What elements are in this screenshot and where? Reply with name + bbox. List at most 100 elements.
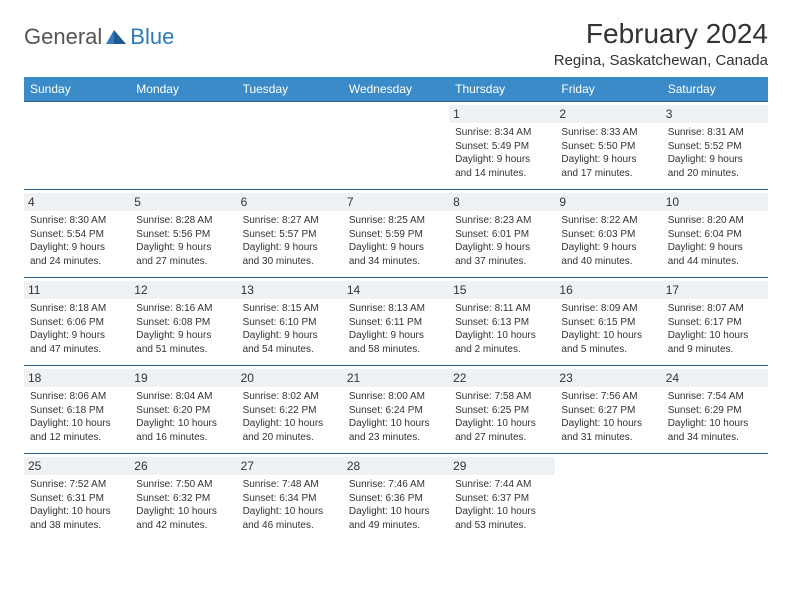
daylight-text: Daylight: 10 hours and 27 minutes.: [455, 417, 549, 444]
day-info: Sunrise: 8:28 AMSunset: 5:56 PMDaylight:…: [136, 214, 230, 268]
day-cell: 8Sunrise: 8:23 AMSunset: 6:01 PMDaylight…: [449, 190, 555, 278]
day-cell: 28Sunrise: 7:46 AMSunset: 6:36 PMDayligh…: [343, 454, 449, 542]
sunset-text: Sunset: 6:06 PM: [30, 316, 124, 330]
sunrise-text: Sunrise: 7:52 AM: [30, 478, 124, 492]
dayname-wednesday: Wednesday: [343, 77, 449, 102]
daylight-text: Daylight: 10 hours and 9 minutes.: [668, 329, 762, 356]
sunset-text: Sunset: 5:52 PM: [668, 140, 762, 154]
sunset-text: Sunset: 6:15 PM: [561, 316, 655, 330]
sunrise-text: Sunrise: 8:25 AM: [349, 214, 443, 228]
month-title: February 2024: [554, 18, 768, 50]
sunrise-text: Sunrise: 8:04 AM: [136, 390, 230, 404]
day-number: 19: [130, 369, 236, 387]
sunrise-text: Sunrise: 7:58 AM: [455, 390, 549, 404]
day-cell: 12Sunrise: 8:16 AMSunset: 6:08 PMDayligh…: [130, 278, 236, 366]
sunset-text: Sunset: 6:22 PM: [243, 404, 337, 418]
daylight-text: Daylight: 9 hours and 44 minutes.: [668, 241, 762, 268]
sunset-text: Sunset: 6:31 PM: [30, 492, 124, 506]
dayname-thursday: Thursday: [449, 77, 555, 102]
daylight-text: Daylight: 9 hours and 20 minutes.: [668, 153, 762, 180]
day-cell: 15Sunrise: 8:11 AMSunset: 6:13 PMDayligh…: [449, 278, 555, 366]
day-cell: 19Sunrise: 8:04 AMSunset: 6:20 PMDayligh…: [130, 366, 236, 454]
day-cell: 2Sunrise: 8:33 AMSunset: 5:50 PMDaylight…: [555, 102, 661, 190]
sunset-text: Sunset: 6:03 PM: [561, 228, 655, 242]
day-number: 10: [662, 193, 768, 211]
sunrise-text: Sunrise: 7:46 AM: [349, 478, 443, 492]
day-cell: 10Sunrise: 8:20 AMSunset: 6:04 PMDayligh…: [662, 190, 768, 278]
sunrise-text: Sunrise: 7:54 AM: [668, 390, 762, 404]
day-info: Sunrise: 8:30 AMSunset: 5:54 PMDaylight:…: [30, 214, 124, 268]
week-row: 11Sunrise: 8:18 AMSunset: 6:06 PMDayligh…: [24, 278, 768, 366]
day-number: 6: [237, 193, 343, 211]
location-text: Regina, Saskatchewan, Canada: [554, 52, 768, 69]
dayname-row: Sunday Monday Tuesday Wednesday Thursday…: [24, 77, 768, 102]
day-cell: 24Sunrise: 7:54 AMSunset: 6:29 PMDayligh…: [662, 366, 768, 454]
day-number: 22: [449, 369, 555, 387]
sunset-text: Sunset: 5:50 PM: [561, 140, 655, 154]
day-cell: 21Sunrise: 8:00 AMSunset: 6:24 PMDayligh…: [343, 366, 449, 454]
sunset-text: Sunset: 6:36 PM: [349, 492, 443, 506]
daylight-text: Daylight: 9 hours and 17 minutes.: [561, 153, 655, 180]
day-cell: [237, 102, 343, 190]
day-info: Sunrise: 8:23 AMSunset: 6:01 PMDaylight:…: [455, 214, 549, 268]
sunrise-text: Sunrise: 8:27 AM: [243, 214, 337, 228]
dayname-monday: Monday: [130, 77, 236, 102]
day-cell: 20Sunrise: 8:02 AMSunset: 6:22 PMDayligh…: [237, 366, 343, 454]
sunrise-text: Sunrise: 8:00 AM: [349, 390, 443, 404]
calendar-table: Sunday Monday Tuesday Wednesday Thursday…: [24, 77, 768, 541]
daylight-text: Daylight: 9 hours and 54 minutes.: [243, 329, 337, 356]
sunrise-text: Sunrise: 8:30 AM: [30, 214, 124, 228]
sunrise-text: Sunrise: 8:31 AM: [668, 126, 762, 140]
sunset-text: Sunset: 6:24 PM: [349, 404, 443, 418]
sunrise-text: Sunrise: 8:18 AM: [30, 302, 124, 316]
daylight-text: Daylight: 10 hours and 49 minutes.: [349, 505, 443, 532]
sunset-text: Sunset: 6:20 PM: [136, 404, 230, 418]
sunset-text: Sunset: 6:01 PM: [455, 228, 549, 242]
sunrise-text: Sunrise: 7:48 AM: [243, 478, 337, 492]
day-number: 2: [555, 105, 661, 123]
sunrise-text: Sunrise: 8:07 AM: [668, 302, 762, 316]
daylight-text: Daylight: 10 hours and 34 minutes.: [668, 417, 762, 444]
day-info: Sunrise: 8:18 AMSunset: 6:06 PMDaylight:…: [30, 302, 124, 356]
day-cell: [343, 102, 449, 190]
day-number: 29: [449, 457, 555, 475]
sunrise-text: Sunrise: 7:44 AM: [455, 478, 549, 492]
sunrise-text: Sunrise: 8:28 AM: [136, 214, 230, 228]
day-cell: 1Sunrise: 8:34 AMSunset: 5:49 PMDaylight…: [449, 102, 555, 190]
sunset-text: Sunset: 5:57 PM: [243, 228, 337, 242]
day-info: Sunrise: 8:22 AMSunset: 6:03 PMDaylight:…: [561, 214, 655, 268]
day-cell: 29Sunrise: 7:44 AMSunset: 6:37 PMDayligh…: [449, 454, 555, 542]
title-block: February 2024 Regina, Saskatchewan, Cana…: [554, 18, 768, 69]
week-row: 4Sunrise: 8:30 AMSunset: 5:54 PMDaylight…: [24, 190, 768, 278]
daylight-text: Daylight: 9 hours and 37 minutes.: [455, 241, 549, 268]
sunset-text: Sunset: 6:10 PM: [243, 316, 337, 330]
day-number: 20: [237, 369, 343, 387]
day-info: Sunrise: 8:16 AMSunset: 6:08 PMDaylight:…: [136, 302, 230, 356]
day-cell: 14Sunrise: 8:13 AMSunset: 6:11 PMDayligh…: [343, 278, 449, 366]
day-info: Sunrise: 7:46 AMSunset: 6:36 PMDaylight:…: [349, 478, 443, 532]
day-info: Sunrise: 8:34 AMSunset: 5:49 PMDaylight:…: [455, 126, 549, 180]
day-number: 18: [24, 369, 130, 387]
dayname-saturday: Saturday: [662, 77, 768, 102]
day-info: Sunrise: 8:25 AMSunset: 5:59 PMDaylight:…: [349, 214, 443, 268]
daylight-text: Daylight: 10 hours and 42 minutes.: [136, 505, 230, 532]
sunrise-text: Sunrise: 8:16 AM: [136, 302, 230, 316]
day-number: 11: [24, 281, 130, 299]
sunrise-text: Sunrise: 8:09 AM: [561, 302, 655, 316]
day-info: Sunrise: 7:54 AMSunset: 6:29 PMDaylight:…: [668, 390, 762, 444]
day-cell: 22Sunrise: 7:58 AMSunset: 6:25 PMDayligh…: [449, 366, 555, 454]
day-info: Sunrise: 8:27 AMSunset: 5:57 PMDaylight:…: [243, 214, 337, 268]
day-number: 26: [130, 457, 236, 475]
daylight-text: Daylight: 9 hours and 24 minutes.: [30, 241, 124, 268]
day-info: Sunrise: 7:50 AMSunset: 6:32 PMDaylight:…: [136, 478, 230, 532]
sunrise-text: Sunrise: 8:23 AM: [455, 214, 549, 228]
day-cell: 26 Sunrise: 7:50 AMSunset: 6:32 PMDayligh…: [130, 454, 236, 542]
daylight-text: Daylight: 10 hours and 46 minutes.: [243, 505, 337, 532]
day-cell: 17Sunrise: 8:07 AMSunset: 6:17 PMDayligh…: [662, 278, 768, 366]
sunrise-text: Sunrise: 8:22 AM: [561, 214, 655, 228]
sunset-text: Sunset: 6:13 PM: [455, 316, 549, 330]
sunset-text: Sunset: 5:56 PM: [136, 228, 230, 242]
day-number: 27: [237, 457, 343, 475]
day-info: Sunrise: 8:15 AMSunset: 6:10 PMDaylight:…: [243, 302, 337, 356]
day-cell: [130, 102, 236, 190]
